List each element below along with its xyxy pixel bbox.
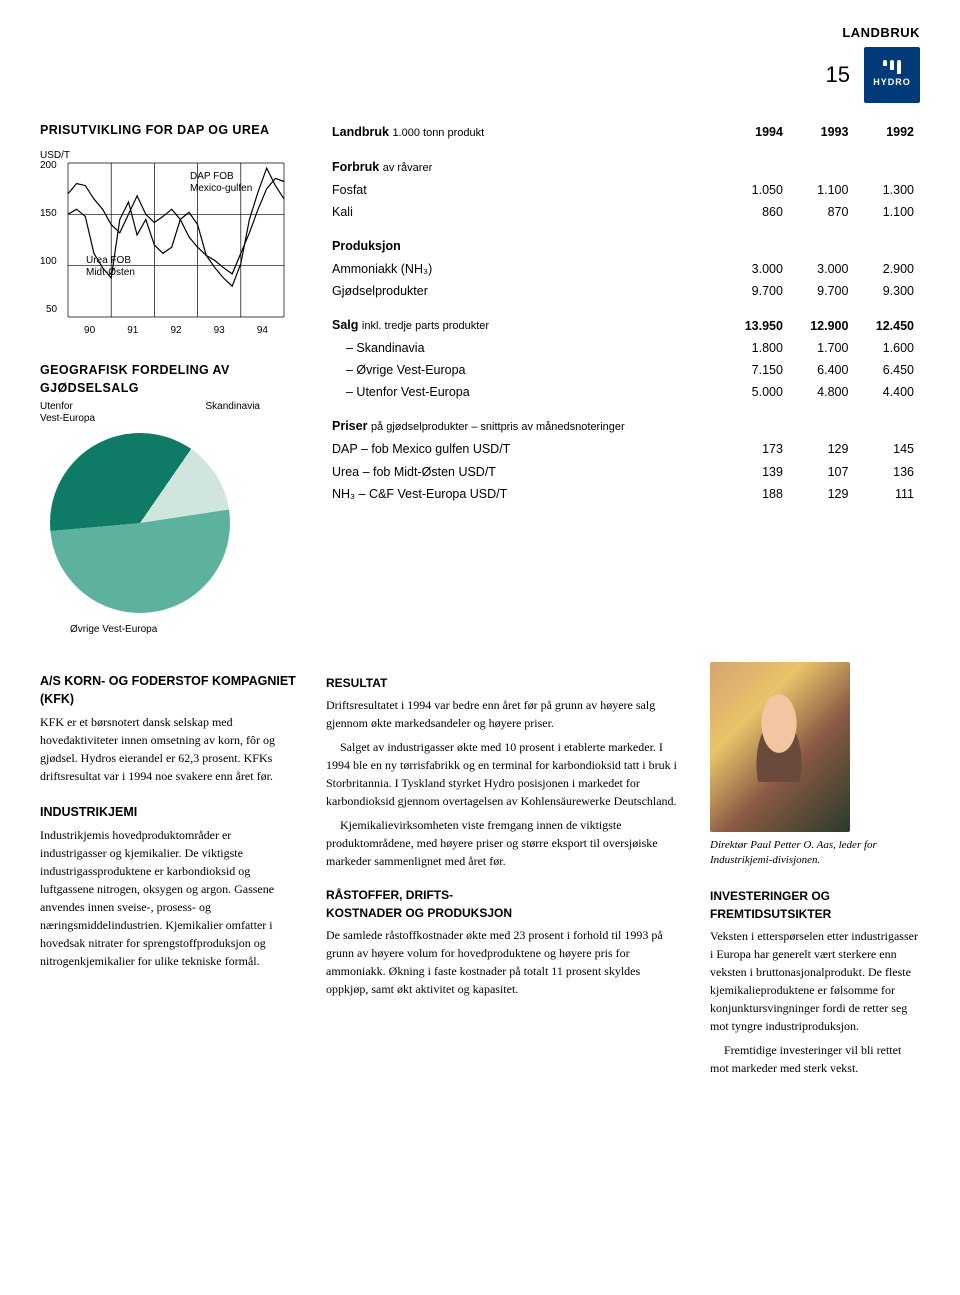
investeringer-heading: INVESTERINGER OG FREMTIDSUTSIKTER [710,887,920,923]
svg-text:92: 92 [170,325,182,336]
resultat-heading: RESULTAT [326,674,684,692]
rastoffer-body: De samlede råstoffkostnader økte med 23 … [326,926,684,998]
legend-dap: DAP FOB Mexico-gulfen [190,171,252,195]
svg-text:91: 91 [127,325,139,336]
rastoffer-heading: RÅSTOFFER, DRIFTS- KOSTNADER OG PRODUKSJ… [326,886,684,922]
svg-text:90: 90 [84,325,96,336]
logo-text: HYDRO [873,76,911,89]
industrikjemi-body: Industrikjemis hovedproduktområder er in… [40,826,300,970]
ytick-50: 50 [46,303,57,318]
portrait-photo [710,662,850,832]
kfk-heading: A/S KORN- OG FODERSTOF KOMPAGNIET (KFK) [40,672,300,710]
resultat-p1: Driftsresultatet i 1994 var bedre enn år… [326,696,684,732]
resultat-p3: Kjemikalievirksomheten viste fremgang in… [326,816,684,870]
category-label: LANDBRUK [842,24,920,43]
line-chart-title: PRISUTVIKLING FOR DAP OG UREA [40,121,300,139]
hydro-logo: HYDRO [864,47,920,103]
resultat-p2: Salget av industrigasser økte med 10 pro… [326,738,684,810]
ytick-100: 100 [40,255,57,270]
investeringer-p2: Fremtidige investeringer vil bli rettet … [710,1041,920,1077]
kfk-body: KFK er et børsnotert dansk selskap med h… [40,713,300,785]
pie-label-ovrige: Øvrige Vest-Europa [70,623,300,638]
industrikjemi-heading: INDUSTRIKJEMI [40,803,300,822]
photo-caption: Direktør Paul Petter O. Aas, leder for I… [710,838,920,868]
svg-text:93: 93 [214,325,226,336]
pie-title: GEOGRAFISK FORDELING AV GJØDSELSALG [40,361,300,397]
ytick-150: 150 [40,207,57,222]
svg-text:94: 94 [257,325,269,336]
legend-urea: Urea FOB Midt-Østen [86,255,135,279]
ytick-200: 200 [40,159,57,174]
landbruk-table: Landbruk 1.000 tonn produkt199419931992F… [326,121,920,505]
pie-label-utenfor: Utenfor Vest-Europa [40,401,95,425]
line-chart: 9091929394 USD/T 200 150 100 50 DAP FOB … [40,149,290,339]
investeringer-p1: Veksten i etterspørselen etter industrig… [710,927,920,1035]
pie-label-skand: Skandinavia [206,401,260,425]
page-number: 15 [826,59,850,91]
pie-chart [50,433,230,613]
